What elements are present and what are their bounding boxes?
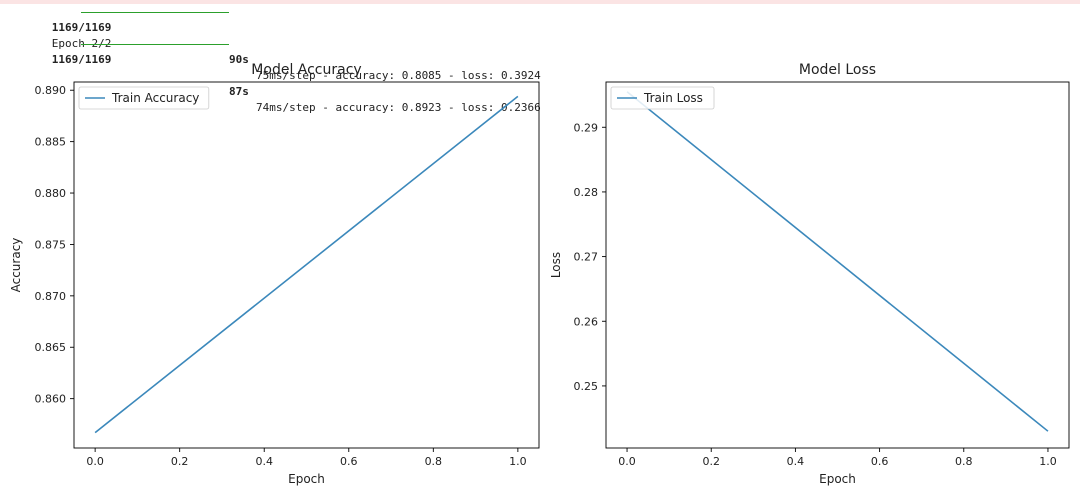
stderr-output-strip xyxy=(0,0,1080,4)
series-line xyxy=(94,95,519,434)
chart-title: Model Loss xyxy=(799,62,876,78)
x-tick-label: 0.8 xyxy=(955,455,973,468)
y-axis-label: Loss xyxy=(549,252,563,278)
y-tick-label: 0.28 xyxy=(574,186,599,199)
legend-box xyxy=(610,86,715,110)
y-tick-label: 0.25 xyxy=(574,380,599,393)
epoch-label: Epoch 2/2 xyxy=(51,37,112,50)
legend-entry: Train Loss xyxy=(643,91,703,105)
x-tick-label: 0.8 xyxy=(425,455,443,468)
legend-box xyxy=(78,86,210,110)
elapsed-time: 87s xyxy=(229,85,249,98)
x-tick-label: 0.0 xyxy=(86,455,104,468)
x-axis-label: Epoch xyxy=(819,472,856,486)
chart-title: Model Accuracy xyxy=(251,62,361,78)
y-tick-label: 0.890 xyxy=(35,84,67,97)
x-axis-label: Epoch xyxy=(288,472,325,486)
y-tick-label: 0.875 xyxy=(35,238,67,251)
y-tick-label: 0.29 xyxy=(574,121,599,134)
y-tick-label: 0.865 xyxy=(35,341,67,354)
x-tick-label: 0.2 xyxy=(702,455,720,468)
log-line-epoch-2-progress: 1169/1169 87s 74ms/step - accuracy: 0.89… xyxy=(12,36,1072,114)
step-counter: 1169/1169 xyxy=(51,21,112,34)
legend: Train Accuracy xyxy=(78,86,210,110)
plot-frame xyxy=(73,81,540,449)
training-history-figure: Model Accuracy 0.0 0.2 0.4 0.6 0.8 1.0 0.860 0.8… xyxy=(9,62,1070,486)
x-tick-label: 0.6 xyxy=(871,455,889,468)
plot-frame xyxy=(605,81,1070,449)
x-tick-label: 0.4 xyxy=(787,455,805,468)
x-tick-label: 1.0 xyxy=(509,455,527,468)
accuracy-chart: Model Accuracy 0.0 0.2 0.4 0.6 0.8 1.0 0.860 0.8… xyxy=(9,62,540,486)
training-log: 1169/1169 90s 75ms/step - accuracy: 0.80… xyxy=(12,4,1072,114)
y-axis-label: Accuracy xyxy=(9,238,23,293)
x-tick-label: 1.0 xyxy=(1039,455,1057,468)
x-tick-label: 0.4 xyxy=(255,455,273,468)
y-tick-label: 0.26 xyxy=(574,315,599,328)
step-metrics: 75ms/step - accuracy: 0.8085 - loss: 0.3… xyxy=(256,69,541,82)
y-tick-label: 0.885 xyxy=(35,136,67,149)
y-tick-label: 0.870 xyxy=(35,290,67,303)
elapsed-time: 90s xyxy=(229,53,249,66)
progress-bar xyxy=(81,12,229,13)
series-line xyxy=(626,91,1049,432)
log-line-epoch-header: Epoch 2/2 xyxy=(12,20,1072,50)
y-tick-label: 0.880 xyxy=(35,187,67,200)
loss-chart: Model Loss 0.0 0.2 0.4 0.6 0.8 1.0 0.25 0.26 0.27… xyxy=(549,62,1070,486)
x-tick-label: 0.2 xyxy=(171,455,189,468)
y-tick-label: 0.27 xyxy=(574,251,599,264)
step-counter: 1169/1169 xyxy=(51,53,112,66)
progress-bar xyxy=(81,44,229,45)
step-metrics: 74ms/step - accuracy: 0.8923 - loss: 0.2… xyxy=(256,101,541,114)
x-tick-label: 0.6 xyxy=(340,455,358,468)
log-line-epoch-1-progress: 1169/1169 90s 75ms/step - accuracy: 0.80… xyxy=(12,4,1072,82)
legend: Train Loss xyxy=(610,86,715,110)
x-tick-label: 0.0 xyxy=(618,455,636,468)
y-tick-label: 0.860 xyxy=(35,393,67,406)
legend-entry: Train Accuracy xyxy=(111,91,199,105)
